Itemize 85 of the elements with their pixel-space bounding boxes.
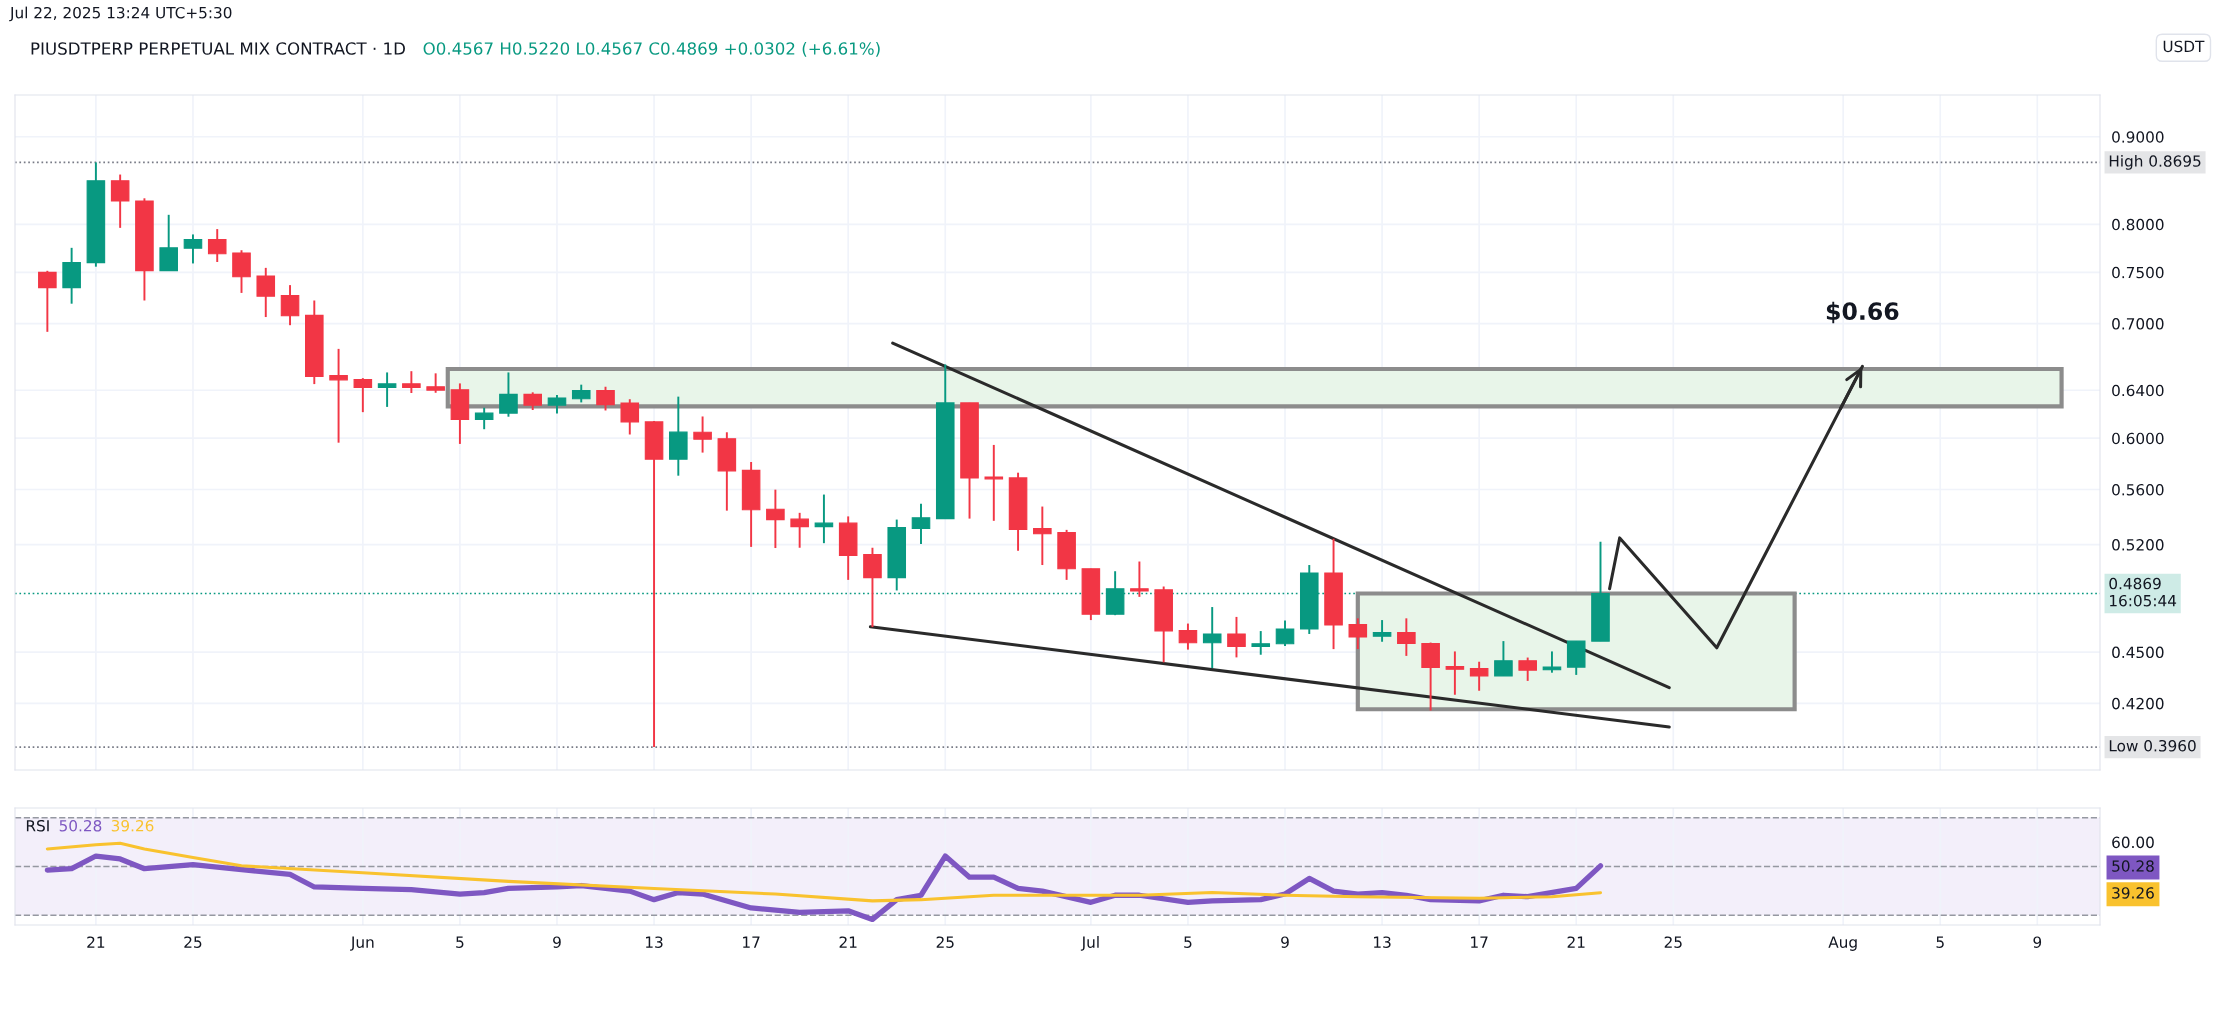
candlestick: [790, 511, 809, 549]
candlestick: [110, 173, 130, 229]
candlestick: [353, 377, 373, 414]
y-tick-label: 0.4500: [2112, 646, 2164, 659]
candlestick: [1275, 619, 1295, 647]
x-tick-label: 25: [936, 936, 954, 948]
x-tick-label: 17: [743, 936, 760, 948]
candlestick: [1494, 640, 1513, 677]
x-tick-label: 17: [1471, 936, 1488, 948]
candlestick: [1227, 615, 1246, 659]
candlestick: [1397, 617, 1416, 657]
x-tick-label: Jun: [350, 936, 374, 951]
candlestick: [620, 398, 640, 436]
candlestick: [329, 347, 348, 444]
candlestick: [1445, 650, 1465, 696]
candlestick: [1421, 641, 1440, 712]
x-tick-label: 5: [456, 936, 464, 948]
x-tick-label: 5: [1936, 936, 1944, 948]
candlestick: [1033, 505, 1052, 566]
y-tick-label: 39.26: [2112, 887, 2154, 899]
candlestick: [1202, 606, 1222, 670]
candlestick: [280, 284, 300, 327]
annotation: $0.66: [1826, 301, 1899, 324]
x-tick-label: Jul: [1080, 936, 1099, 951]
candlestick: [1178, 622, 1198, 651]
candlestick: [596, 385, 615, 412]
annotation: 50.28: [59, 819, 102, 832]
y-tick-label: 50.28: [2112, 860, 2154, 872]
candlestick: [207, 228, 227, 263]
candlestick: [38, 269, 57, 333]
x-tick-label: 21: [839, 936, 857, 948]
y-tick-label: 0.6400: [2112, 384, 2164, 397]
line-series: [45, 841, 1603, 903]
line-series: [1608, 364, 1864, 650]
y-tick-label: 0.9000: [2112, 131, 2164, 143]
y-tick-label: 0.7000: [2112, 318, 2164, 330]
candlestick: [1348, 617, 1368, 651]
x-tick-label: 25: [1664, 936, 1682, 948]
candlestick: [693, 415, 712, 454]
candlestick: [1518, 656, 1537, 682]
x-tick-label: 13: [646, 936, 663, 948]
y-tick-label: 0.8000: [2112, 218, 2164, 231]
candlestick: [183, 233, 203, 265]
y-tick-label: 60.00: [2112, 836, 2154, 849]
candlestick: [159, 213, 178, 272]
candlestick: [911, 502, 931, 545]
candlestick: [547, 393, 567, 415]
text: RSI: [26, 819, 49, 832]
text: Jul 22, 2025 13:24 UTC+5:30: [9, 6, 232, 22]
y-tick-label: 0.5200: [2112, 539, 2164, 551]
candlestick: [1542, 650, 1562, 674]
x-tick-label: 21: [87, 936, 105, 948]
chart-title: PIUSDTPERP PERPETUAL MIX CONTRACT · 1D: [31, 42, 405, 55]
x-tick-label: 5: [1184, 936, 1192, 948]
candlestick: [1251, 630, 1271, 656]
y-tick-label: 0.6000: [2112, 432, 2164, 445]
x-tick-label: 9: [1281, 936, 1289, 948]
x-tick-label: 13: [1374, 936, 1391, 948]
candlestick: [984, 443, 1004, 522]
ref-line-label: Low 0.3960: [2109, 740, 2196, 752]
y-axis-title: USDT: [2163, 40, 2205, 53]
ref-line-label: High 0.8695: [2109, 155, 2201, 170]
y-tick-label: 0.5600: [2112, 483, 2164, 496]
candlestick: [1469, 660, 1489, 692]
candlestick: [402, 370, 421, 394]
candlestick: [426, 372, 445, 394]
x-tick-label: 9: [553, 936, 561, 948]
candlestick: [474, 406, 494, 431]
x-tick-label: 9: [2033, 936, 2042, 948]
candlestick: [1372, 619, 1392, 643]
x-tick-label: 25: [184, 936, 202, 948]
y-tick-label: 0.4200: [2112, 697, 2164, 710]
annotation: 39.26: [111, 819, 154, 832]
ref-line-label: 0.4869 16:05:44: [2109, 577, 2177, 607]
candlestick: [377, 371, 397, 408]
candlestick: [256, 266, 276, 319]
candlestick: [863, 546, 882, 629]
candlestick: [499, 371, 518, 418]
chart-subtitle: O0.4567 H0.5220 L0.4567 C0.4869 +0.0302 (+6.61%): [423, 41, 880, 57]
y-tick-label: 0.7500: [2112, 266, 2164, 279]
candlestick: [1130, 560, 1149, 598]
candlestick: [232, 249, 251, 294]
candlestick: [766, 488, 785, 549]
x-tick-label: 21: [1567, 936, 1585, 948]
x-tick-label: Aug: [1828, 936, 1857, 951]
